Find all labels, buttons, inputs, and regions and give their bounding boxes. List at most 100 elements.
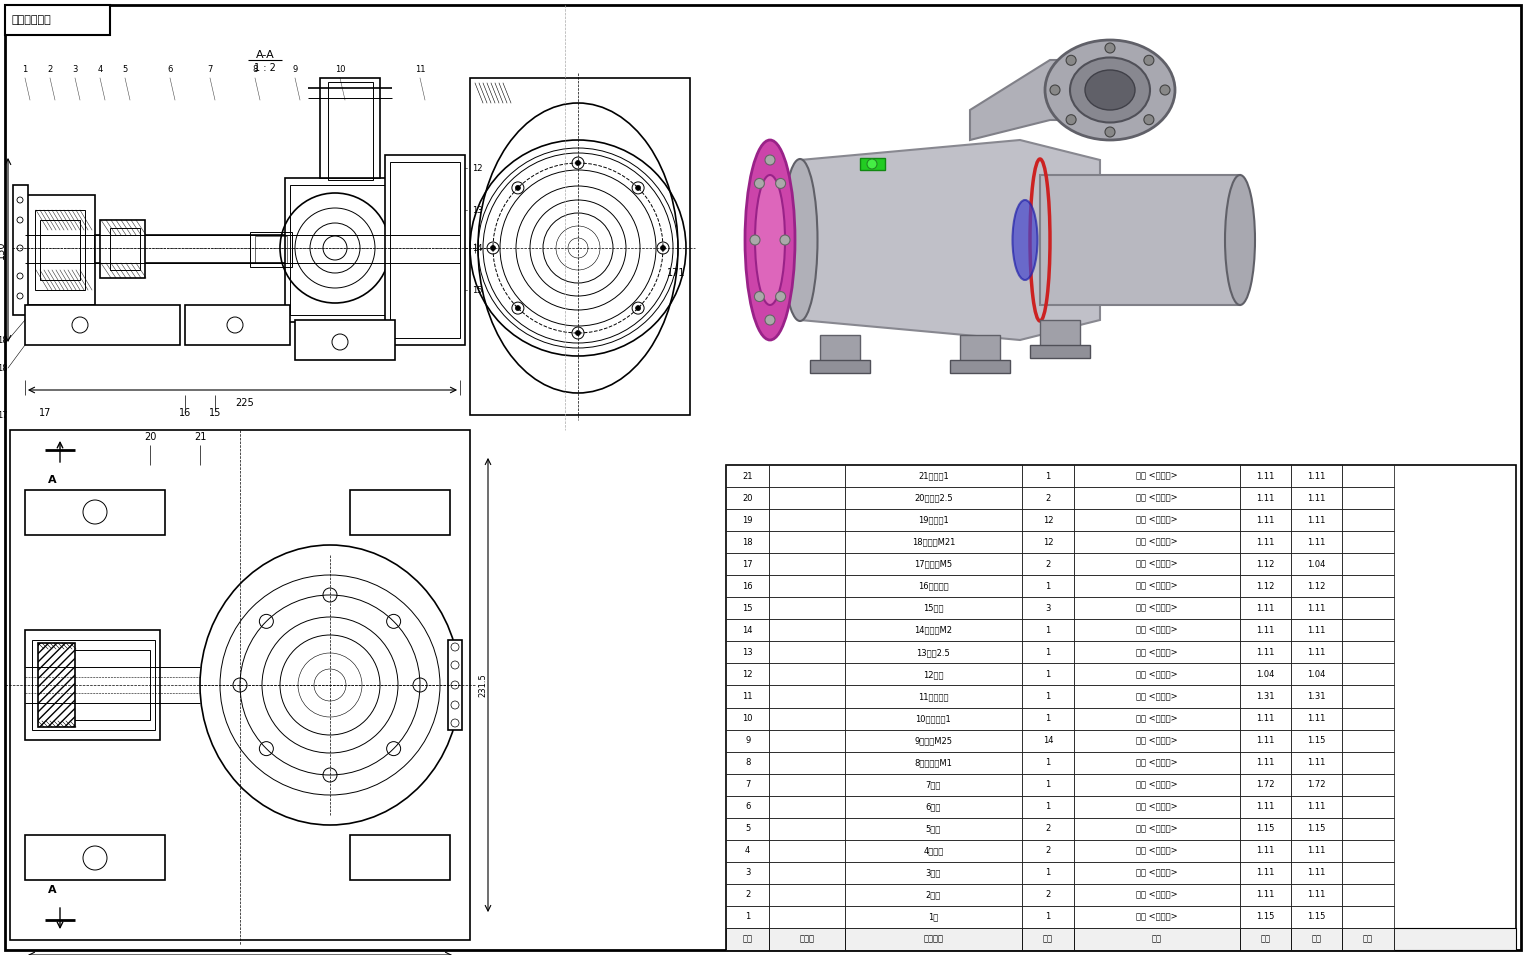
- Bar: [726, 774, 769, 796]
- Text: 6: 6: [745, 802, 751, 811]
- Text: 1.12: 1.12: [1308, 582, 1326, 591]
- Bar: [1022, 664, 1074, 686]
- Text: 18: 18: [0, 335, 8, 345]
- Circle shape: [775, 179, 786, 188]
- Bar: [185, 305, 290, 345]
- Bar: [1343, 752, 1393, 774]
- Bar: [449, 640, 462, 730]
- Text: 5密封: 5密封: [926, 824, 942, 834]
- Bar: [726, 620, 769, 642]
- Text: 150: 150: [0, 241, 6, 259]
- Text: 21: 21: [743, 472, 752, 480]
- Bar: [349, 490, 450, 535]
- Text: 1.11: 1.11: [1256, 868, 1274, 878]
- Text: 户重: 户重: [1311, 935, 1322, 944]
- Bar: [1022, 796, 1074, 817]
- Bar: [1343, 686, 1393, 708]
- Text: 11入口健封: 11入口健封: [919, 692, 949, 701]
- Text: 标准 <参考定>: 标准 <参考定>: [1135, 736, 1178, 745]
- Text: 标准 <参考定>: 标准 <参考定>: [1135, 494, 1178, 502]
- Text: 10: 10: [743, 714, 752, 723]
- Bar: [726, 928, 1515, 950]
- Bar: [38, 643, 75, 727]
- Polygon shape: [971, 60, 1109, 140]
- Bar: [1074, 752, 1239, 774]
- Text: 1: 1: [745, 912, 751, 922]
- Text: 标准 <参考定>: 标准 <参考定>: [1135, 670, 1178, 679]
- Text: 1.15: 1.15: [1256, 824, 1274, 834]
- Bar: [1022, 708, 1074, 730]
- Text: 20: 20: [743, 494, 752, 502]
- Text: 171: 171: [667, 268, 685, 278]
- Bar: [455, 655, 459, 715]
- Bar: [1291, 774, 1343, 796]
- Text: 标准 <参考定>: 标准 <参考定>: [1135, 780, 1178, 789]
- Bar: [726, 597, 769, 620]
- Bar: [960, 335, 1000, 365]
- Text: 13: 13: [472, 205, 482, 215]
- Text: 15: 15: [472, 286, 482, 294]
- Bar: [769, 531, 844, 553]
- Text: 1.15: 1.15: [1308, 736, 1326, 745]
- Bar: [1343, 597, 1393, 620]
- Text: 10单列深沟1: 10单列深沟1: [916, 714, 951, 723]
- Text: 标准 <参考定>: 标准 <参考定>: [1135, 868, 1178, 878]
- Bar: [844, 531, 1022, 553]
- Bar: [1239, 531, 1291, 553]
- Text: 标准 <参考定>: 标准 <参考定>: [1135, 802, 1178, 811]
- Text: 1.11: 1.11: [1308, 604, 1326, 613]
- Text: 7: 7: [208, 65, 212, 74]
- Bar: [844, 686, 1022, 708]
- Bar: [1291, 465, 1343, 487]
- Text: 标准 <参考定>: 标准 <参考定>: [1135, 824, 1178, 834]
- Bar: [844, 708, 1022, 730]
- Text: 数量: 数量: [1042, 935, 1053, 944]
- Bar: [1239, 642, 1291, 664]
- Text: 225: 225: [235, 398, 255, 408]
- Text: 1.11: 1.11: [1256, 647, 1274, 657]
- Bar: [24, 195, 95, 305]
- Bar: [844, 642, 1022, 664]
- Bar: [726, 465, 1515, 950]
- Bar: [1022, 620, 1074, 642]
- Bar: [1239, 861, 1291, 884]
- Text: A-A: A-A: [256, 50, 275, 60]
- Bar: [844, 597, 1022, 620]
- Bar: [14, 185, 27, 315]
- Text: 2: 2: [1045, 560, 1050, 569]
- Bar: [844, 575, 1022, 597]
- Text: 1: 1: [1045, 780, 1050, 789]
- Text: 19平嵌盘1: 19平嵌盘1: [919, 516, 949, 524]
- Bar: [1074, 861, 1239, 884]
- Bar: [1291, 817, 1343, 839]
- Bar: [1291, 575, 1343, 597]
- Circle shape: [1067, 115, 1076, 125]
- Bar: [1074, 553, 1239, 575]
- Bar: [1239, 575, 1291, 597]
- Bar: [1291, 752, 1343, 774]
- Bar: [769, 465, 844, 487]
- Text: 1.15: 1.15: [1308, 912, 1326, 922]
- Bar: [1074, 597, 1239, 620]
- Text: 12: 12: [1042, 516, 1053, 524]
- Text: 17密封圈M5: 17密封圈M5: [914, 560, 952, 569]
- Bar: [844, 839, 1022, 861]
- Circle shape: [749, 235, 760, 245]
- Bar: [1239, 553, 1291, 575]
- Bar: [1343, 642, 1393, 664]
- Text: 13: 13: [743, 647, 752, 657]
- Bar: [726, 796, 769, 817]
- Text: 「合并绘图」: 「合并绘图」: [12, 15, 52, 25]
- Text: 1.12: 1.12: [1256, 582, 1274, 591]
- Bar: [11, 430, 470, 940]
- Bar: [1041, 320, 1080, 350]
- Text: 1.11: 1.11: [1256, 890, 1274, 900]
- Text: 18轴端正M21: 18轴端正M21: [911, 538, 955, 546]
- Text: 16: 16: [179, 408, 191, 418]
- Bar: [1343, 531, 1393, 553]
- Text: 标准 <参考定>: 标准 <参考定>: [1135, 692, 1178, 701]
- Bar: [1343, 839, 1393, 861]
- Text: 2: 2: [1045, 494, 1050, 502]
- Text: 14空心奶M2: 14空心奶M2: [914, 626, 952, 635]
- Bar: [1291, 597, 1343, 620]
